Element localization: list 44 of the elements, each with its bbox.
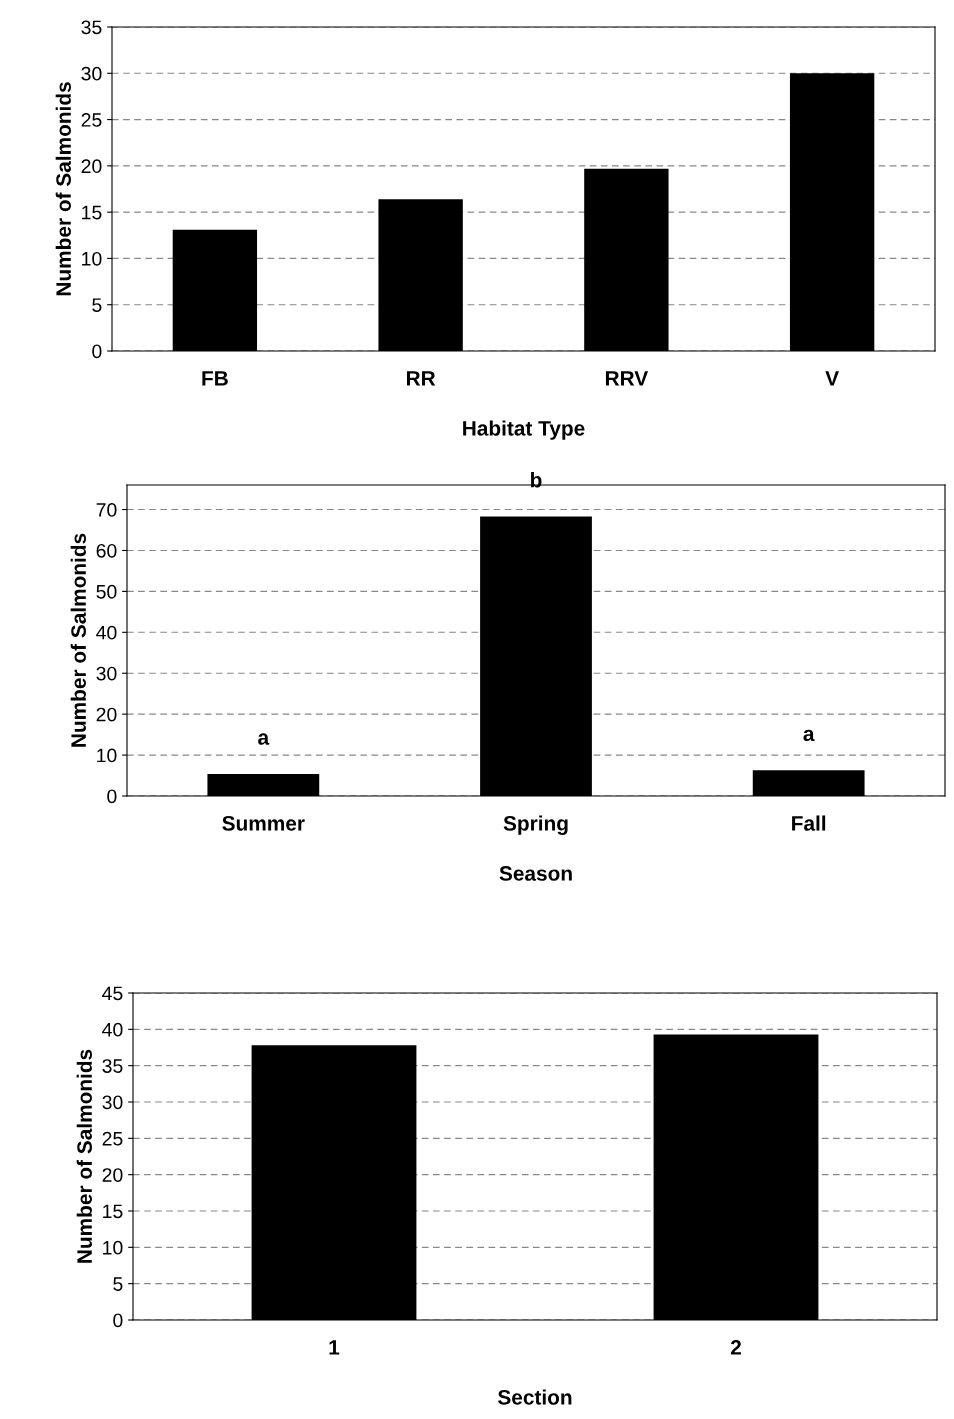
y-tick-label: 0 <box>107 789 117 804</box>
y-tick-label: 40 <box>96 625 117 640</box>
x-axis-title: Habitat Type <box>463 420 585 440</box>
x-tick-label: Spring <box>503 815 568 835</box>
x-axis-title: Section <box>497 1389 572 1405</box>
y-tick-label: 25 <box>102 1131 123 1146</box>
y-tick-label: 0 <box>92 344 102 359</box>
y-tick-label: 5 <box>92 298 102 312</box>
y-axis-title: Number of Salmonids <box>76 1049 92 1263</box>
x-tick-label: FB <box>202 371 228 386</box>
y-tick-label: 15 <box>103 1204 123 1219</box>
y-tick-label: 60 <box>96 543 117 558</box>
y-tick-label: 20 <box>102 1168 123 1182</box>
y-tick-label: 10 <box>82 251 102 266</box>
y-tick-label: 45 <box>102 986 123 1001</box>
y-tick-label: 30 <box>102 1095 123 1110</box>
y-tick-label: 5 <box>113 1277 123 1291</box>
y-axis-title: Number of Salmonids <box>55 82 71 296</box>
x-axis-title: Season <box>499 866 572 881</box>
y-tick-label: 35 <box>102 1059 123 1073</box>
annotation: a <box>258 733 270 745</box>
y-tick-label: 20 <box>96 707 117 722</box>
x-tick-label: Summer <box>222 815 305 831</box>
annotation: a <box>803 729 815 742</box>
y-tick-label: 25 <box>81 113 102 127</box>
y-tick-label: 40 <box>102 1022 123 1037</box>
y-tick-label: 10 <box>97 748 117 763</box>
y-tick-label: 70 <box>96 503 117 517</box>
y-tick-label: 30 <box>96 666 117 681</box>
y-tick-label: 20 <box>81 159 102 174</box>
x-tick-label: RR <box>406 371 436 386</box>
x-tick-label: RRV <box>605 371 649 386</box>
y-tick-label: 0 <box>113 1313 123 1328</box>
y-tick-label: 10 <box>103 1240 123 1255</box>
x-tick-label: 2 <box>730 1339 741 1355</box>
x-tick-label: 1 <box>329 1340 340 1355</box>
x-tick-label: V <box>825 371 839 386</box>
y-tick-label: 15 <box>82 205 102 220</box>
y-axis-title: Number of Salmonids <box>70 533 86 747</box>
y-tick-label: 50 <box>96 584 117 599</box>
y-tick-label: 35 <box>81 20 102 35</box>
y-tick-label: 30 <box>81 66 102 81</box>
annotation: b <box>531 472 542 488</box>
x-tick-label: Fall <box>792 815 826 831</box>
